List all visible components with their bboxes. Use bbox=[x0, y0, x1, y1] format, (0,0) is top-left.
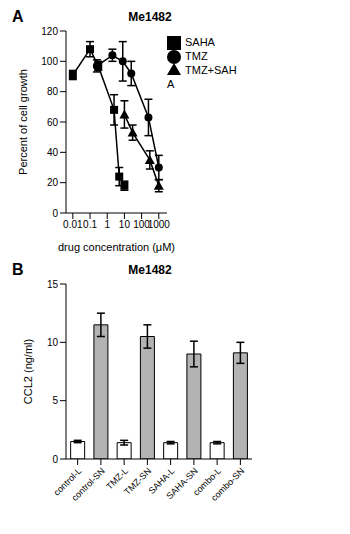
svg-text:0: 0 bbox=[52, 208, 58, 219]
svg-text:1: 1 bbox=[104, 219, 110, 230]
svg-text:100: 100 bbox=[41, 56, 58, 67]
svg-text:drug concentration (μM): drug concentration (μM) bbox=[58, 241, 175, 253]
svg-text:Percent of cell growth: Percent of cell growth bbox=[17, 69, 29, 175]
svg-text:5: 5 bbox=[52, 395, 58, 406]
svg-text:SAHA-SN: SAHA-SN bbox=[164, 466, 199, 501]
svg-text:80: 80 bbox=[47, 86, 59, 97]
svg-text:TMZ-L: TMZ-L bbox=[104, 465, 131, 492]
html-text:Me1482: Me1482 bbox=[128, 263, 172, 277]
svg-text:TMZ-SN: TMZ-SN bbox=[122, 465, 154, 497]
html-text:A: A bbox=[12, 8, 24, 25]
svg-text:15: 15 bbox=[47, 279, 59, 290]
svg-text:SAHA-L: SAHA-L bbox=[146, 465, 177, 496]
svg-text:20: 20 bbox=[47, 177, 59, 188]
svg-text:40: 40 bbox=[47, 147, 59, 158]
html-text:Me1482: Me1482 bbox=[128, 10, 172, 24]
svg-text:1000: 1000 bbox=[148, 219, 171, 230]
html-text:B: B bbox=[12, 261, 24, 278]
svg-text:control-L: control-L bbox=[51, 465, 84, 498]
svg-text:60: 60 bbox=[47, 117, 59, 128]
html-text:SAHA: SAHA bbox=[185, 36, 215, 48]
svg-text:120: 120 bbox=[41, 26, 58, 37]
html-text:TMZ+SAHA: TMZ+SAHA bbox=[167, 64, 237, 91]
svg-text:0: 0 bbox=[52, 454, 58, 465]
svg-text:0.01: 0.01 bbox=[63, 219, 83, 230]
svg-text:100: 100 bbox=[133, 219, 150, 231]
svg-text:combo-SN: combo-SN bbox=[209, 466, 246, 503]
svg-text:control-SN: control-SN bbox=[70, 466, 107, 503]
svg-text:combo-L: combo-L bbox=[191, 465, 224, 498]
svg-text:10: 10 bbox=[47, 337, 59, 348]
svg-text:CCL2 (ng/ml): CCL2 (ng/ml) bbox=[22, 339, 34, 404]
svg-text:0.1: 0.1 bbox=[83, 219, 97, 230]
html-text:TMZ: TMZ bbox=[185, 50, 208, 63]
svg-text:10: 10 bbox=[119, 219, 131, 230]
